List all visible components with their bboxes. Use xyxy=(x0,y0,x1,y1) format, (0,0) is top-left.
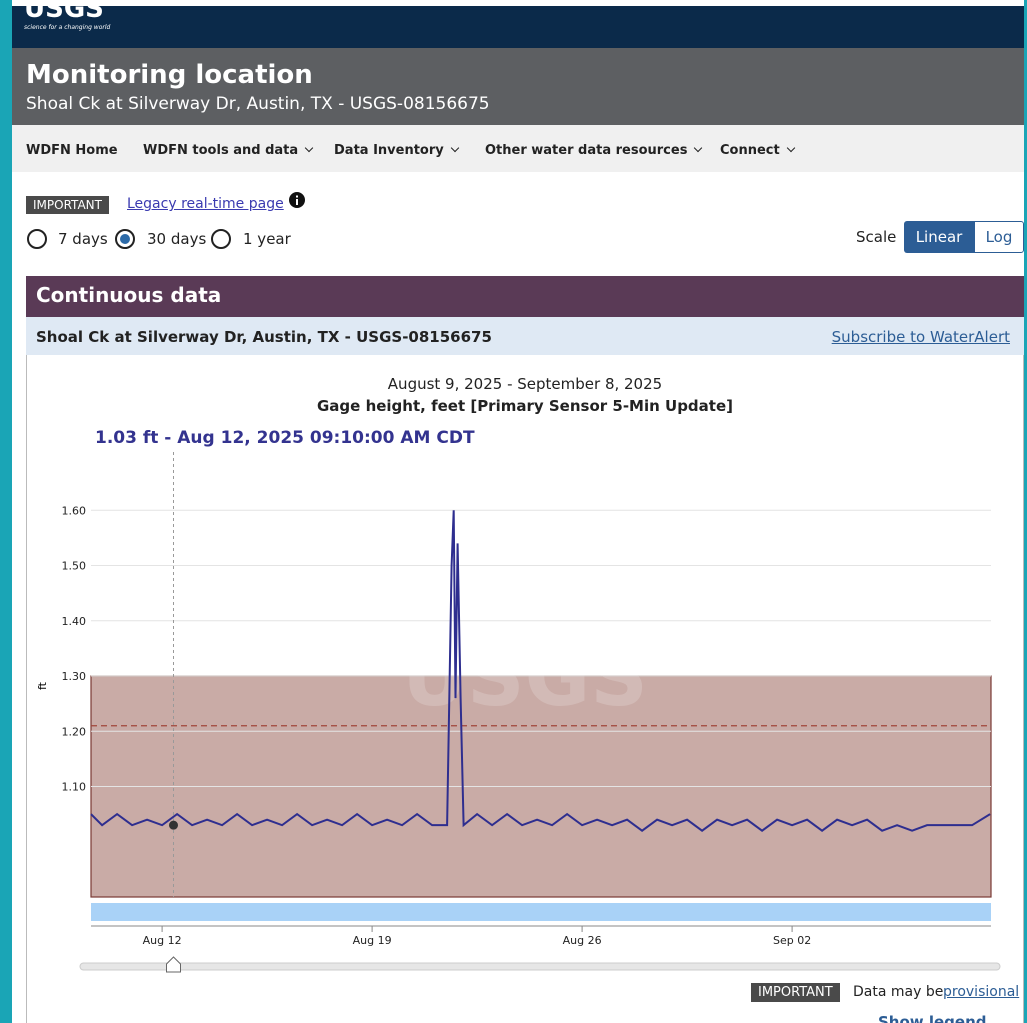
scale-button[interactable]: Log xyxy=(974,221,1024,253)
nav-item[interactable]: Data Inventory xyxy=(334,143,458,158)
site-row: Shoal Ck at Silverway Dr, Austin, TX - U… xyxy=(26,317,1024,355)
radio[interactable] xyxy=(115,229,135,249)
important-badge: IMPORTANT xyxy=(26,196,109,214)
radio-label[interactable]: 1 year xyxy=(243,230,291,248)
nav-bar: WDFN Home WDFN tools and data Data Inven… xyxy=(12,125,1024,172)
scale-button[interactable]: Linear xyxy=(904,221,974,253)
radio-label[interactable]: 7 days xyxy=(58,230,108,248)
subscribe-link[interactable]: Subscribe to WaterAlert xyxy=(831,328,1010,346)
slider-handle xyxy=(166,956,181,973)
radio-label[interactable]: 30 days xyxy=(147,230,207,248)
slider-track xyxy=(79,962,1001,971)
cursor-dot xyxy=(169,820,178,830)
panel-title: Continuous data xyxy=(36,283,222,307)
radio[interactable] xyxy=(211,229,231,249)
x-tick-label: Aug 12 xyxy=(143,934,182,947)
x-tick-label: Sep 02 xyxy=(773,934,811,947)
tooltip: 1.03 ft - Aug 12, 2025 09:10:00 AM CDT xyxy=(95,428,475,448)
x-tick-label: Aug 26 xyxy=(563,934,602,947)
y-tick-label: 1.50 xyxy=(62,560,87,573)
info-icon[interactable] xyxy=(289,192,305,208)
chart-title: August 9, 2025 - September 8, 2025 xyxy=(388,375,662,393)
y-tick-label: 1.20 xyxy=(62,725,87,738)
footer-text: Data may be xyxy=(853,984,944,1000)
page-title: Monitoring location xyxy=(26,60,313,90)
watermark: USGS xyxy=(402,631,648,724)
legend-toggle[interactable]: Show legend xyxy=(878,1013,987,1023)
tagline: science for a changing world xyxy=(24,24,111,31)
brush-bar xyxy=(91,903,991,921)
nav-item[interactable]: Connect xyxy=(720,143,794,158)
legacy-link[interactable]: Legacy real-time page xyxy=(127,196,284,212)
nav-item[interactable]: Other water data resources xyxy=(485,143,701,158)
y-tick-label: 1.10 xyxy=(62,781,87,794)
title-bar: Monitoring location Shoal Ck at Silverwa… xyxy=(12,48,1024,125)
nav-item[interactable]: WDFN Home xyxy=(26,143,118,158)
logo[interactable]: USGS xyxy=(24,0,104,24)
provisional-link[interactable]: provisional xyxy=(943,984,1020,1000)
y-tick-label: 1.40 xyxy=(62,615,87,628)
data-line xyxy=(90,510,991,832)
page-subtitle: Shoal Ck at Silverway Dr, Austin, TX - U… xyxy=(26,94,490,114)
x-tick-label: Aug 19 xyxy=(353,934,392,947)
site-name: Shoal Ck at Silverway Dr, Austin, TX - U… xyxy=(36,328,492,346)
y-tick-label: 1.30 xyxy=(62,670,87,683)
radio[interactable] xyxy=(27,229,47,249)
y-tick-label: 1.60 xyxy=(62,504,87,517)
top-bar: USGS science for a changing world xyxy=(12,0,1024,48)
chart-subtitle: Gage height, feet [Primary Sensor 5-Min … xyxy=(317,397,733,415)
y-axis-label: ft xyxy=(36,681,49,690)
nav-item[interactable]: WDFN tools and data xyxy=(143,143,312,158)
important-badge: IMPORTANT xyxy=(751,983,840,1002)
scale-label: Scale xyxy=(856,228,897,246)
panel-header: Continuous data xyxy=(26,276,1024,317)
